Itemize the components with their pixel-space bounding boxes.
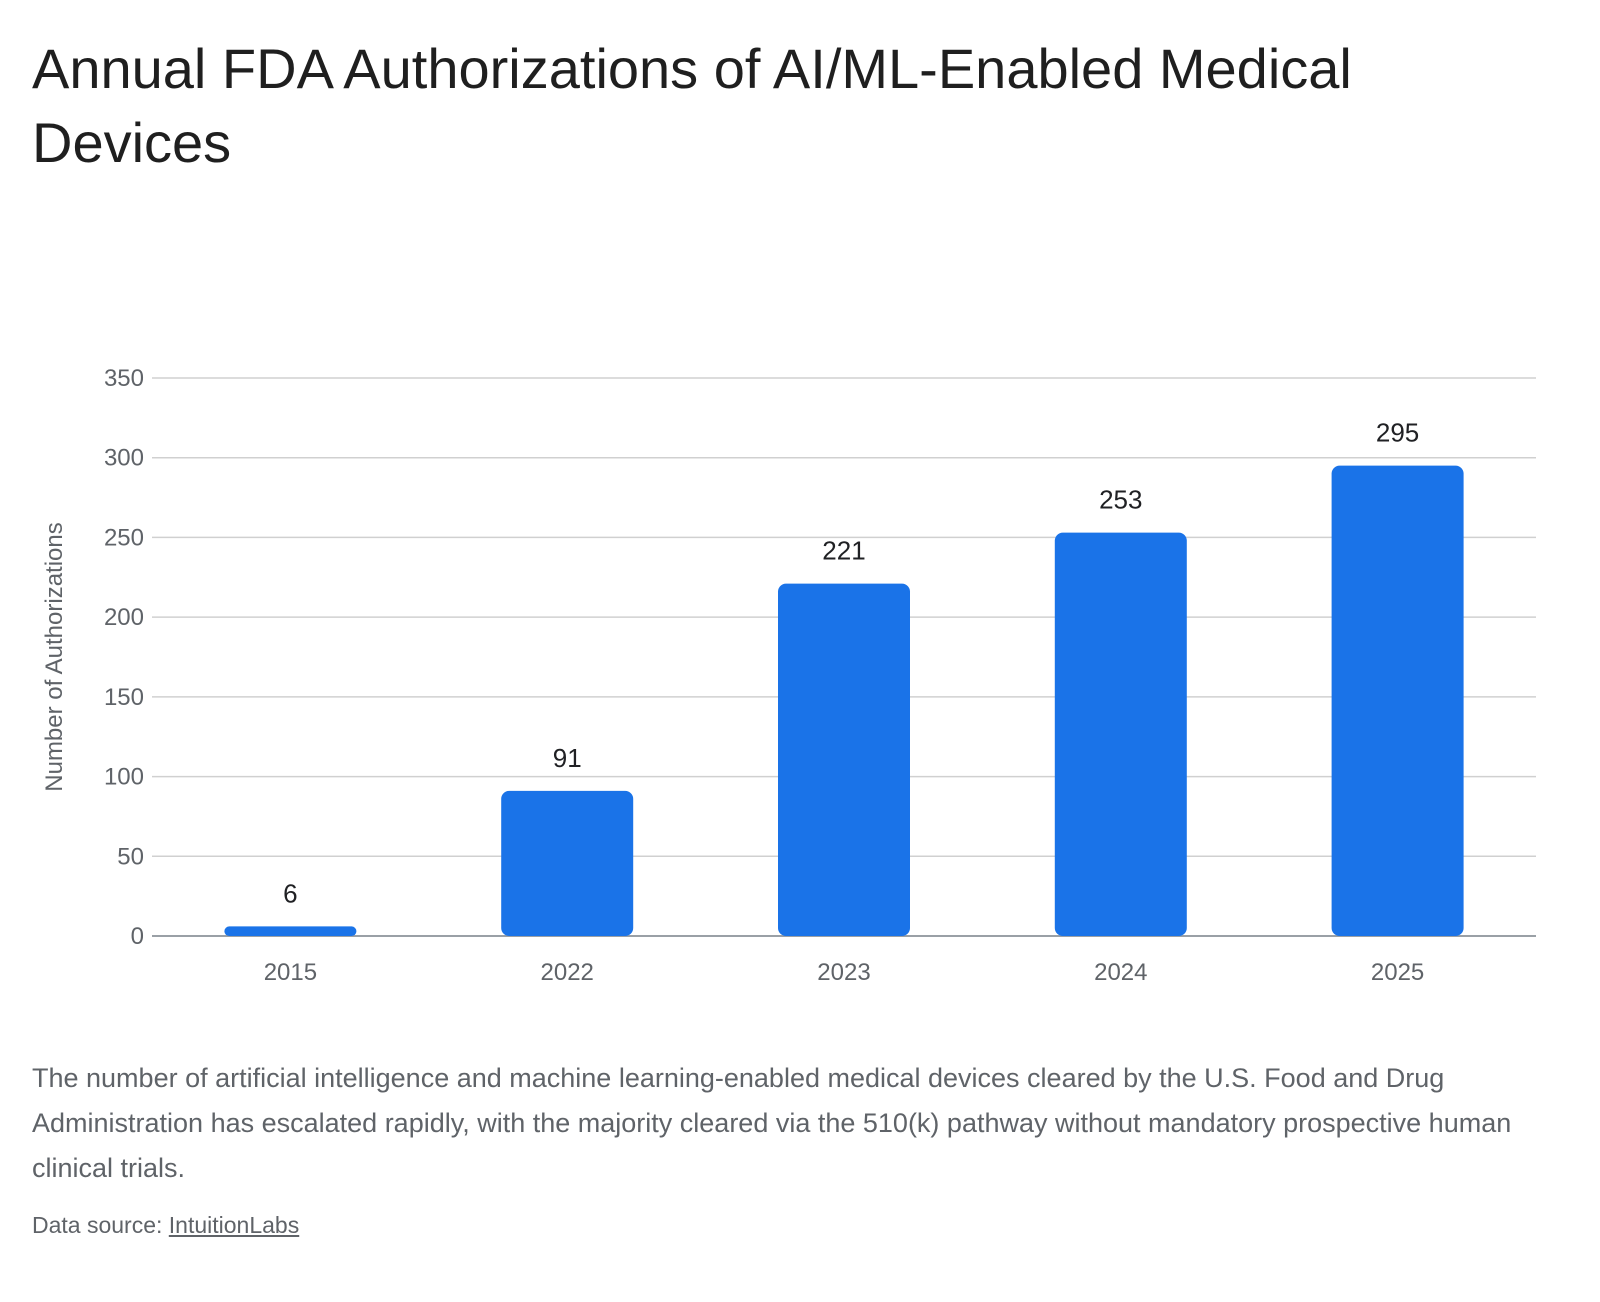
- bar-2025: [1331, 465, 1464, 936]
- x-tick-label: 2024: [1094, 959, 1147, 986]
- x-tick-label: 2022: [541, 959, 594, 986]
- data-label: 295: [1376, 418, 1419, 448]
- y-tick-label: 300: [104, 445, 144, 472]
- bar-2023: [778, 583, 910, 936]
- y-tick-label: 0: [131, 923, 144, 950]
- bar-2024: [1054, 532, 1187, 936]
- data-label: 221: [822, 536, 865, 566]
- data-labels: 6 91 221 253 295: [283, 418, 1419, 909]
- x-tick-label: 2015: [264, 959, 317, 986]
- x-tick-label: 2023: [817, 959, 870, 986]
- data-source: Data source: IntuitionLabs: [32, 1212, 299, 1239]
- x-tick-label: 2025: [1371, 959, 1424, 986]
- data-source-prefix: Data source:: [32, 1212, 169, 1238]
- data-label: 253: [1099, 485, 1142, 515]
- y-tick-label: 350: [104, 365, 144, 392]
- bar-2015: [224, 926, 357, 936]
- data-label: 6: [283, 878, 297, 908]
- data-source-link[interactable]: IntuitionLabs: [168, 1212, 300, 1238]
- y-axis-ticks: 0 50 100 150 200 250 300 350: [104, 365, 144, 950]
- y-tick-label: 150: [104, 684, 144, 711]
- y-tick-label: 200: [104, 604, 144, 631]
- bars: [224, 465, 1464, 936]
- bar-2022: [501, 790, 634, 936]
- y-tick-label: 100: [104, 764, 144, 791]
- y-tick-label: 250: [104, 524, 144, 551]
- chart-title: Annual FDA Authorizations of AI/ML-Enabl…: [32, 37, 1352, 174]
- y-axis-title: Number of Authorizations: [41, 522, 68, 791]
- chart-caption: The number of artificial intelligence an…: [32, 1063, 1512, 1183]
- y-tick-label: 50: [117, 843, 144, 870]
- x-axis-ticks: 2015 2022 2023 2024 2025: [264, 959, 1425, 986]
- data-label: 91: [553, 743, 582, 773]
